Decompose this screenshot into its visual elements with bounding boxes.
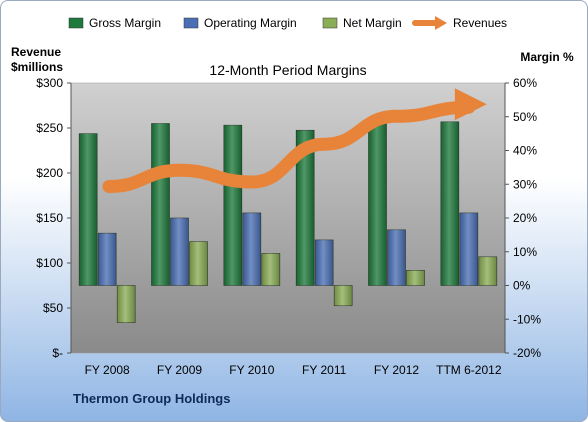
net-margin-bar-shade	[117, 285, 136, 323]
legend-swatch-net-margin	[322, 17, 338, 29]
operating-margin-bar-shade	[242, 212, 261, 286]
revenues-trend-line	[102, 97, 476, 193]
left-tick-label: $250	[36, 121, 63, 135]
legend-label-operating-margin: Operating Margin	[204, 16, 297, 30]
net-margin-bar-shade	[406, 270, 425, 286]
left-axis-title-line-2: $millions	[11, 60, 63, 74]
x-tick-label: FY 2009	[157, 363, 202, 377]
right-tick-label: -20%	[513, 346, 541, 360]
gross-margin-bar-shade	[296, 130, 315, 286]
legend-label-gross-margin: Gross Margin	[89, 16, 161, 30]
left-tick-label: $150	[36, 211, 63, 225]
legend-swatch-arrowhead	[435, 16, 447, 30]
gross-margin-bar-shade	[223, 125, 242, 286]
left-axis-title: Revenue $millions	[11, 45, 64, 74]
x-tick-label: FY 2011	[302, 363, 347, 377]
right-tick-label: 50%	[513, 110, 537, 124]
x-tick-label: FY 2010	[229, 363, 274, 377]
gross-margin-bar-shade	[79, 133, 98, 286]
net-margin-bar-shade	[478, 256, 497, 286]
right-tick-label: 10%	[513, 245, 537, 259]
right-tick-label: 20%	[513, 211, 537, 225]
legend-label-net-margin: Net Margin	[343, 16, 402, 30]
operating-margin-bar-shade	[387, 229, 406, 286]
left-tick-label: $300	[36, 76, 63, 90]
right-tick-label: 30%	[513, 177, 537, 191]
right-tick-label: -10%	[513, 312, 541, 326]
gross-margin-bar-shade	[368, 121, 387, 286]
legend-swatch-operating-margin	[183, 17, 199, 29]
net-margin-bar-shade	[189, 241, 208, 286]
plot-area	[70, 82, 506, 354]
left-tick-label: $200	[36, 166, 63, 180]
legend-swatch-gross-margin	[68, 17, 84, 29]
legend-label-revenues: Revenues	[453, 16, 507, 30]
net-margin-bar-shade	[261, 253, 280, 286]
left-tick-label: $50	[43, 301, 63, 315]
net-margin-bar-shade	[334, 285, 353, 306]
left-tick-label: $-	[52, 346, 63, 360]
operating-margin-bar-shade	[98, 233, 117, 286]
right-axis-title: Margin %	[520, 50, 574, 64]
right-tick-label: 0%	[513, 279, 531, 293]
revenues-arrowhead	[454, 88, 487, 121]
gross-margin-bar-shade	[440, 121, 459, 286]
x-tick-label: FY 2008	[85, 363, 130, 377]
left-axis-title-line-1: Revenue	[11, 45, 61, 59]
operating-margin-bar-shade	[170, 218, 189, 286]
right-tick-label: 60%	[513, 76, 537, 90]
left-tick-label: $100	[36, 256, 63, 270]
footer-company-name: Thermon Group Holdings	[73, 391, 230, 406]
right-tick-label: 40%	[513, 144, 537, 158]
x-tick-label: FY 2012	[374, 363, 419, 377]
chart-title: 12-Month Period Margins	[209, 62, 366, 78]
operating-margin-bar-shade	[315, 239, 334, 286]
gross-margin-bar-shade	[151, 123, 170, 286]
operating-margin-bar-shade	[459, 212, 478, 286]
x-tick-label: TTM 6-2012	[436, 363, 502, 377]
